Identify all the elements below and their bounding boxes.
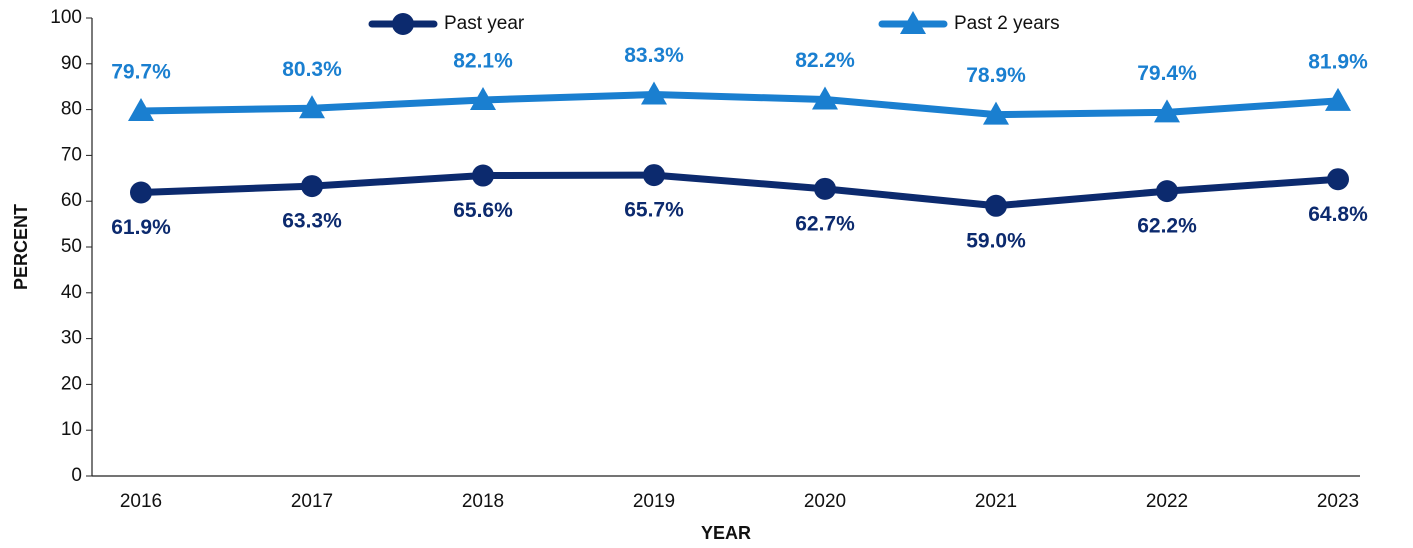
x-tick-label: 2019 [633, 491, 675, 512]
legend-marker [392, 13, 414, 35]
y-tick-label: 40 [61, 282, 82, 303]
y-tick-label: 20 [61, 373, 82, 394]
legend-label: Past year [444, 13, 525, 34]
data-label: 79.7% [111, 61, 171, 84]
x-tick-label: 2017 [291, 491, 333, 512]
y-tick-label: 90 [61, 53, 82, 74]
x-tick-label: 2021 [975, 491, 1017, 512]
x-tick-label: 2023 [1317, 491, 1359, 512]
data-point [983, 101, 1009, 125]
data-point [472, 164, 494, 187]
data-label: 83.3% [624, 44, 684, 67]
y-tick-label: 30 [61, 328, 82, 349]
data-point [130, 181, 152, 204]
x-axis-title: YEAR [701, 523, 751, 543]
data-label: 81.9% [1308, 50, 1368, 73]
x-tick-label: 2016 [120, 491, 162, 512]
y-tick-label: 50 [61, 236, 82, 257]
data-point [470, 86, 496, 110]
data-point [985, 194, 1007, 217]
data-point [299, 95, 325, 119]
data-label: 78.9% [966, 64, 1026, 87]
x-tick-label: 2020 [804, 491, 846, 512]
data-point [1327, 168, 1349, 191]
y-tick-label: 60 [61, 190, 82, 211]
data-label: 65.6% [453, 199, 513, 222]
data-label: 65.7% [624, 199, 684, 222]
data-label: 64.8% [1308, 203, 1368, 226]
data-label: 61.9% [111, 216, 171, 239]
data-label: 62.2% [1137, 215, 1197, 238]
data-point [641, 81, 667, 105]
data-point [812, 86, 838, 110]
series-line [140, 90, 1339, 119]
data-label: 63.3% [282, 210, 342, 233]
data-point [1156, 180, 1178, 203]
data-point [1154, 99, 1180, 123]
y-axis-title: PERCENT [11, 204, 31, 290]
data-point [128, 97, 154, 121]
data-label: 59.0% [966, 229, 1026, 252]
data-point [301, 175, 323, 198]
data-point [643, 164, 665, 187]
y-tick-label: 70 [61, 144, 82, 165]
data-point [1325, 87, 1351, 111]
legend-label: Past 2 years [954, 13, 1060, 34]
y-tick-label: 0 [71, 465, 82, 486]
series-line [140, 171, 1339, 210]
x-tick-label: 2018 [462, 491, 504, 512]
data-label: 79.4% [1137, 62, 1197, 85]
data-label: 82.2% [795, 49, 855, 72]
data-label: 80.3% [282, 58, 342, 81]
y-tick-label: 80 [61, 99, 82, 120]
y-tick-label: 10 [61, 419, 82, 440]
data-label: 82.1% [453, 50, 513, 73]
legend-marker [900, 11, 926, 34]
x-tick-label: 2022 [1146, 491, 1188, 512]
data-point [814, 177, 836, 200]
data-label: 62.7% [795, 212, 855, 235]
y-tick-label: 100 [50, 7, 82, 28]
